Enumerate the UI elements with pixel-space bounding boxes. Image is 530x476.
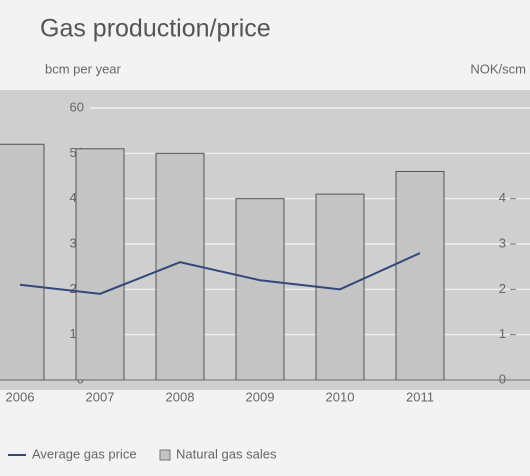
x-tick-label: 2006 (6, 389, 35, 404)
x-tick-label: 2009 (246, 389, 275, 404)
legend-swatch-bar (159, 449, 171, 461)
y2-tick-label: 2 (499, 281, 506, 296)
y2-axis-label: NOK/scm (470, 61, 526, 76)
price-line (19, 252, 421, 295)
bar (75, 148, 125, 381)
y2-tick-label: 0 (499, 371, 506, 386)
y2-tick-label: 4 (499, 190, 506, 205)
x-tick-label: 2008 (166, 389, 195, 404)
y-tick-label: 60 (70, 99, 84, 114)
legend-label: Natural gas sales (176, 446, 277, 461)
bar (235, 198, 285, 381)
x-tick-label: 2011 (406, 389, 434, 404)
bar (395, 170, 445, 381)
y2-tick-label: 3 (499, 235, 506, 250)
x-tick-label: 2007 (86, 389, 115, 404)
y2-tick-label: 1 (499, 326, 506, 341)
y-axis-label: bcm per year (45, 61, 122, 76)
bar (0, 143, 45, 381)
legend-label: Average gas price (32, 446, 137, 461)
chart-title: Gas production/price (40, 15, 271, 43)
x-tick-label: 2010 (326, 389, 355, 404)
